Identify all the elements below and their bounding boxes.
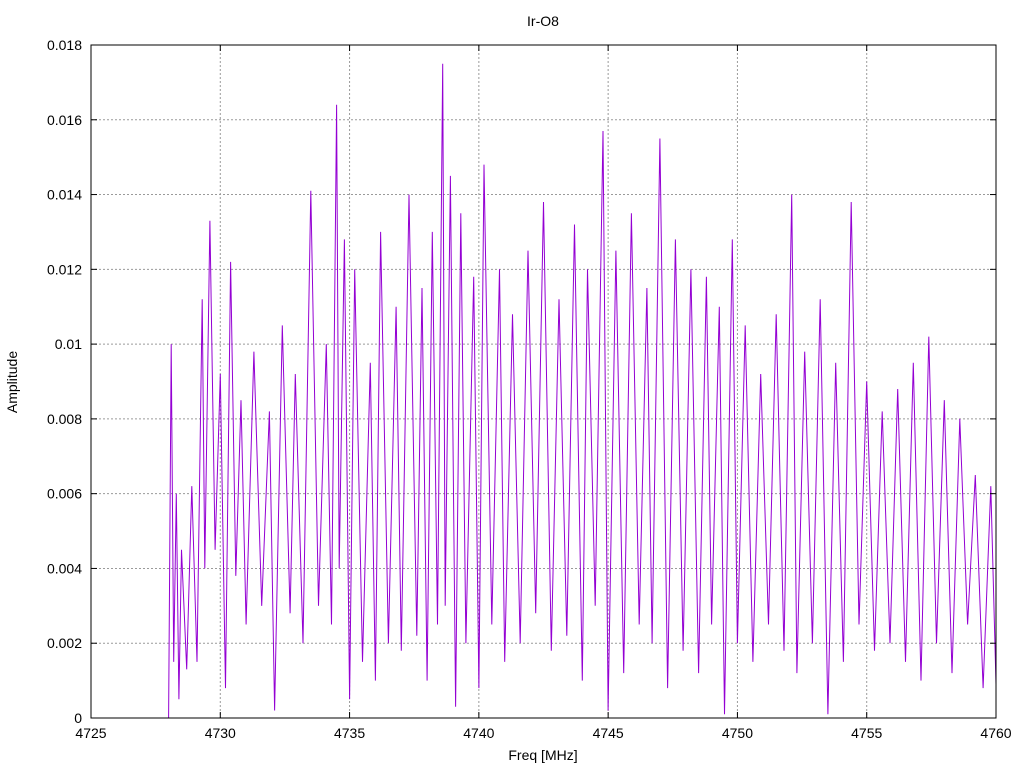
x-tick-label: 4760 bbox=[980, 725, 1011, 741]
tick-marks bbox=[90, 44, 997, 719]
y-tick-label: 0.018 bbox=[47, 37, 82, 53]
y-tick-label: 0.004 bbox=[47, 560, 82, 576]
y-tick-labels: 0 0.002 0.004 0.006 0.008 0.01 0.012 0.014 0.016… bbox=[47, 37, 82, 726]
x-tick-label: 4745 bbox=[593, 725, 624, 741]
y-tick-label: 0 bbox=[74, 710, 82, 726]
chart-title: Ir-O8 bbox=[527, 13, 559, 29]
y-tick-label: 0.012 bbox=[47, 261, 82, 277]
x-tick-labels: 4725 4730 4735 4740 4745 4750 4755 4760 bbox=[75, 725, 1011, 741]
x-tick-label: 4735 bbox=[334, 725, 365, 741]
x-tick-label: 4740 bbox=[463, 725, 494, 741]
series-line bbox=[168, 63, 997, 719]
y-tick-label: 0.014 bbox=[47, 187, 82, 203]
plot-frame bbox=[90, 44, 997, 719]
x-tick-label: 4730 bbox=[205, 725, 236, 741]
y-tick-label: 0.006 bbox=[47, 486, 82, 502]
y-axis-label: Amplitude bbox=[4, 351, 20, 413]
x-tick-label: 4725 bbox=[75, 725, 106, 741]
y-tick-label: 0.002 bbox=[47, 635, 82, 651]
x-tick-label: 4750 bbox=[722, 725, 753, 741]
y-tick-label: 0.01 bbox=[55, 336, 82, 352]
y-tick-label: 0.008 bbox=[47, 411, 82, 427]
y-tick-label: 0.016 bbox=[47, 112, 82, 128]
x-tick-label: 4755 bbox=[851, 725, 882, 741]
x-axis-label: Freq [MHz] bbox=[508, 747, 577, 763]
